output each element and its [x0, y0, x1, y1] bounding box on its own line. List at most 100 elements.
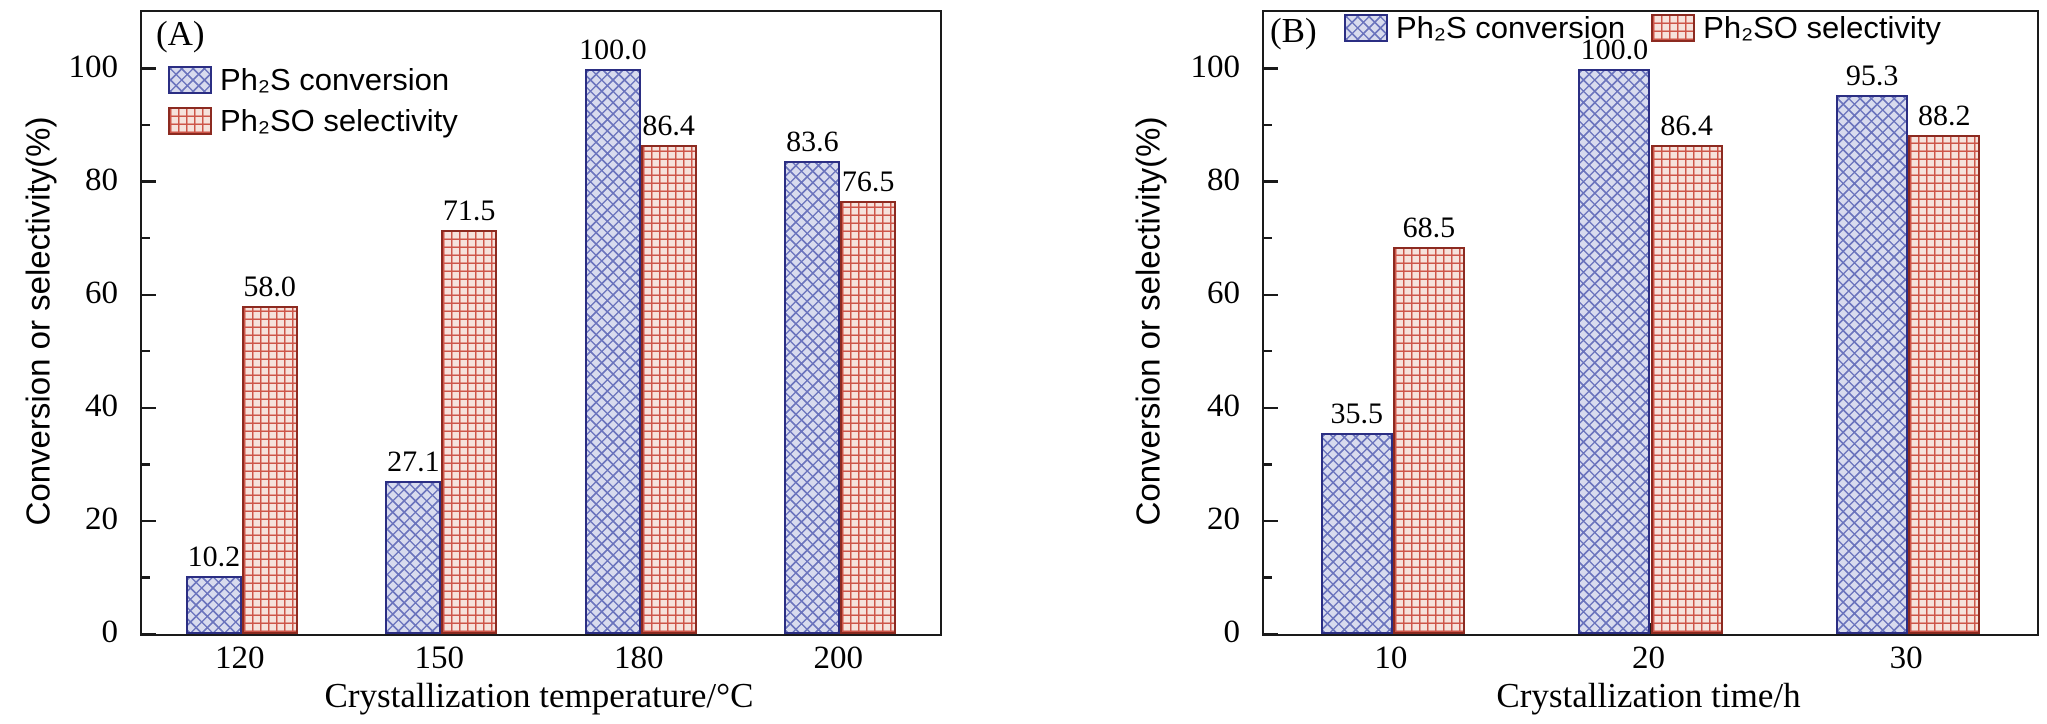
- legend-item: Ph₂SO selectivity: [1651, 12, 1941, 43]
- bar-value-label: 68.5: [1402, 210, 1456, 244]
- y-major-tick: [142, 519, 156, 523]
- y-tick-label: 100: [1190, 48, 1241, 85]
- bar-selectivity: [1650, 145, 1723, 634]
- y-axis-title: Conversion or selectivity(%): [1129, 116, 1167, 526]
- y-tick-label: 100: [68, 48, 119, 85]
- y-minor-tick: [142, 123, 150, 127]
- y-tick-label: 20: [85, 500, 118, 537]
- x-axis-tick: [1649, 623, 1652, 634]
- y-minor-tick: [142, 463, 150, 466]
- y-minor-tick: [142, 236, 150, 240]
- y-major-tick: [1264, 632, 1278, 636]
- bar-value-label: 27.1: [387, 444, 440, 478]
- x-tick-label: 10: [1374, 640, 1408, 676]
- x-axis-title: Crystallization time/h: [1496, 676, 1801, 715]
- plot-area: 35.5 68.5 100.0 86.4 95.3 88.2: [1262, 10, 2039, 636]
- legend-swatch: [1651, 13, 1696, 42]
- y-minor-tick: [142, 350, 150, 353]
- y-major-tick: [142, 406, 156, 409]
- y-tick-label: 0: [101, 614, 119, 650]
- chart-panel-b: 35.5 68.5 100.0 86.4 95.3 88.2 0 20 40 60 80 100 10 2…: [1110, 0, 2047, 724]
- bar-value-label: 100.0: [579, 32, 647, 66]
- x-tick-label: 30: [1889, 640, 1923, 676]
- y-major-tick: [1264, 67, 1278, 70]
- legend-item: Ph₂S conversion: [168, 64, 458, 95]
- bar-selectivity: [640, 145, 697, 634]
- plot-area: 10.2 58.0 27.1 71.5 100.0 86.4 83.6 76.5: [140, 10, 942, 636]
- bar-selectivity: [241, 306, 298, 634]
- bar-value-label: 71.5: [442, 193, 496, 227]
- x-tick-label: 150: [414, 640, 465, 676]
- bar-conversion: [1836, 95, 1909, 634]
- bar-conversion: [1320, 433, 1393, 634]
- chart-panel-a: 10.2 58.0 27.1 71.5 100.0 86.4 83.6 76.5 0 20 40 60…: [0, 0, 950, 724]
- y-tick-label: 20: [1207, 500, 1240, 537]
- bar-selectivity: [1908, 135, 1981, 634]
- x-axis-tick: [839, 623, 842, 634]
- y-major-tick: [1264, 519, 1278, 523]
- bar-value-label: 86.4: [642, 109, 695, 143]
- x-tick-label: 120: [215, 640, 265, 676]
- y-tick-label: 60: [85, 274, 118, 311]
- bar-conversion: [1578, 68, 1651, 634]
- y-tick-label: 60: [1207, 274, 1240, 311]
- y-major-tick: [142, 632, 156, 636]
- panel-label: (A): [156, 14, 205, 53]
- y-tick-label: 40: [1207, 387, 1240, 424]
- bar-conversion: [584, 68, 641, 634]
- x-tick-label: 200: [813, 640, 864, 676]
- x-axis-tick: [1391, 623, 1395, 634]
- y-minor-tick: [1264, 576, 1272, 579]
- x-tick-label: 20: [1632, 640, 1665, 676]
- bar-conversion: [385, 480, 442, 634]
- bar-value-label: 76.5: [841, 165, 895, 199]
- legend-label: Ph₂SO selectivity: [220, 103, 458, 138]
- y-minor-tick: [1264, 463, 1272, 466]
- y-tick-label: 80: [85, 161, 118, 198]
- y-minor-tick: [1264, 236, 1272, 240]
- bar-value-label: 35.5: [1330, 397, 1384, 431]
- bar-value-label: 58.0: [243, 270, 296, 304]
- legend-label: Ph₂S conversion: [220, 62, 450, 97]
- bar-value-label: 83.6: [786, 125, 839, 159]
- bar-value-label: 95.3: [1845, 59, 1899, 93]
- legend-swatch: [1344, 13, 1388, 42]
- y-major-tick: [1264, 406, 1278, 409]
- panel-label: (B): [1270, 11, 1317, 50]
- y-axis-title: Conversion or selectivity(%): [19, 116, 57, 526]
- legend-item: Ph₂SO selectivity: [168, 105, 458, 136]
- y-minor-tick: [1264, 350, 1272, 353]
- bar-conversion: [185, 576, 242, 634]
- legend-swatch: [168, 65, 212, 94]
- y-major-tick: [142, 67, 156, 70]
- x-axis-tick: [440, 623, 443, 634]
- legend-label: Ph₂S conversion: [1396, 10, 1626, 45]
- y-minor-tick: [1264, 123, 1272, 127]
- y-tick-label: 0: [1223, 614, 1241, 650]
- y-minor-tick: [142, 576, 150, 579]
- legend-swatch: [168, 106, 212, 135]
- y-tick-label: 80: [1207, 161, 1240, 198]
- bar-value-label: 86.4: [1660, 109, 1713, 143]
- bar-value-label: 100.0: [1580, 32, 1649, 66]
- bar-conversion: [784, 161, 841, 634]
- bar-selectivity: [1392, 246, 1465, 634]
- bar-selectivity: [441, 229, 498, 634]
- legend: Ph₂S conversion Ph₂SO selectivity: [1344, 12, 1941, 43]
- y-major-tick: [1264, 180, 1278, 183]
- x-axis-title: Crystallization temperature/°C: [324, 676, 754, 715]
- y-major-tick: [142, 180, 156, 183]
- bar-value-label: 88.2: [1917, 99, 1971, 133]
- legend: Ph₂S conversion Ph₂SO selectivity: [168, 64, 458, 136]
- bar-value-label: 10.2: [187, 540, 241, 574]
- x-axis-tick: [240, 623, 243, 634]
- y-major-tick: [1264, 293, 1278, 296]
- legend-label: Ph₂SO selectivity: [1703, 10, 1941, 45]
- x-tick-label: 180: [614, 640, 664, 676]
- legend-item: Ph₂S conversion: [1344, 12, 1625, 43]
- x-axis-tick: [639, 623, 642, 634]
- y-tick-label: 40: [85, 387, 118, 424]
- bar-selectivity: [840, 201, 897, 634]
- y-major-tick: [142, 293, 156, 296]
